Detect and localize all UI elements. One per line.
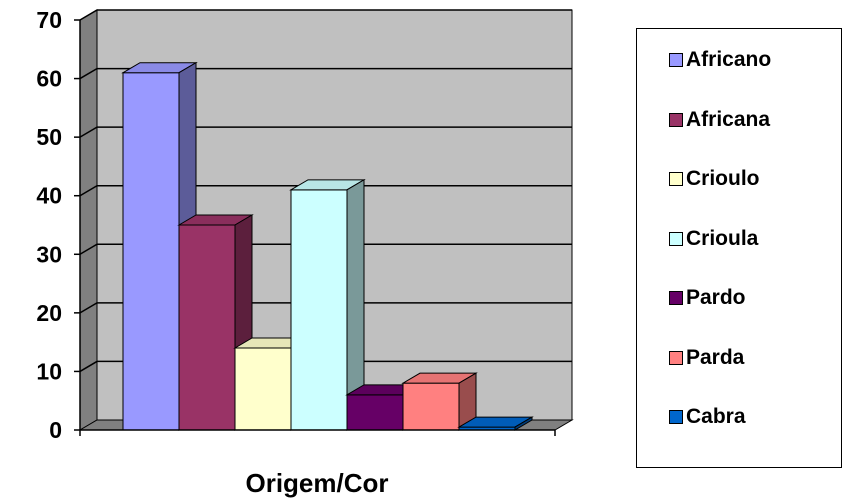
gridline [79, 302, 572, 314]
y-tick-label: 40 [36, 183, 62, 209]
legend-item-crioula: Crioula [669, 225, 758, 253]
legend-item-crioulo: Crioulo [669, 165, 760, 193]
bar-front [122, 72, 180, 431]
gridline [79, 360, 572, 373]
gridlines [79, 9, 572, 373]
legend-swatch [669, 410, 683, 424]
legend-item-pardo: Pardo [669, 284, 746, 312]
legend-label: Parda [686, 345, 745, 369]
legend-label: Pardo [686, 286, 746, 309]
bar-side [514, 416, 533, 431]
legend-label: Cabra [686, 405, 746, 428]
legend-item-cabra: Cabra [669, 403, 746, 431]
y-tick-label: 50 [36, 124, 62, 150]
y-tick-label: 70 [36, 7, 62, 33]
legend-swatch [669, 172, 683, 186]
legend-item-africano: Africano [669, 46, 771, 74]
legend-swatch [669, 112, 683, 127]
gridline [79, 9, 572, 21]
gridline [79, 126, 572, 138]
y-tick-label: 10 [36, 358, 62, 384]
legend-swatch [669, 53, 683, 67]
bars [121, 61, 534, 431]
x-axis-label: Origem/Cor [245, 468, 388, 498]
y-tick-label: 0 [49, 417, 62, 443]
gridline [79, 184, 572, 197]
legend-label: Crioula [686, 226, 759, 250]
legend-swatch [669, 350, 683, 365]
gridline [79, 67, 572, 80]
legend: Africano Africana Crioulo Crioula Pardo Parda… [636, 28, 842, 468]
bar-front [234, 347, 292, 431]
y-tick-labels: 0 10 20 30 40 50 60 70 [36, 7, 62, 443]
legend-label: Africana [686, 107, 771, 131]
legend-label: Africano [686, 48, 772, 71]
y-tick-label: 30 [36, 241, 62, 267]
legend-label: Crioulo [686, 167, 760, 190]
gridline [79, 243, 572, 255]
legend-item-africana: Africana [669, 106, 770, 134]
legend-swatch [669, 291, 683, 305]
legend-item-parda: Parda [669, 344, 744, 372]
bar-front [402, 382, 460, 431]
bar-crioula [289, 178, 366, 431]
y-tick-label: 20 [36, 300, 62, 326]
bar-cabra [457, 416, 534, 431]
legend-swatch [669, 231, 683, 246]
bar-front [290, 189, 348, 431]
axes [74, 19, 556, 436]
bar-parda [401, 372, 478, 431]
bar-front [346, 394, 404, 431]
y-tick-label: 60 [36, 66, 62, 92]
bar-front [178, 224, 236, 431]
